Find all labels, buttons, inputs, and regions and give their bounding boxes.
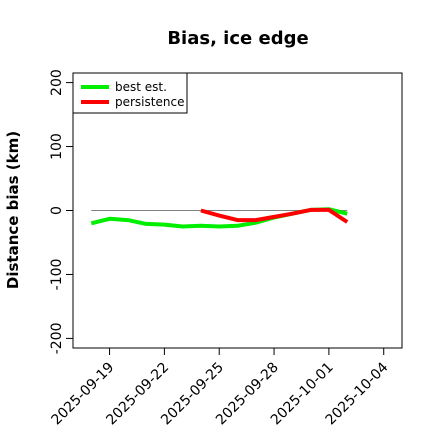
y-tick-label: -200 xyxy=(49,323,65,355)
y-axis-label: Distance bias (km) xyxy=(4,131,22,289)
y-tick-label: -100 xyxy=(49,259,65,291)
y-tick-label: 0 xyxy=(49,206,65,215)
chart-title: Bias, ice edge xyxy=(167,28,308,49)
legend-label: best est. xyxy=(115,80,167,94)
series-group xyxy=(90,207,349,229)
legend-label: persistence xyxy=(115,95,184,109)
y-tick-label: 200 xyxy=(49,69,65,96)
legend: best est.persistence xyxy=(72,72,188,114)
y-tick-label: 100 xyxy=(49,133,65,160)
legend-box xyxy=(72,72,188,114)
axis-ticks: 2001000-100-2002025-09-192025-09-222025-… xyxy=(49,69,392,428)
series-line-persistence xyxy=(200,207,349,224)
